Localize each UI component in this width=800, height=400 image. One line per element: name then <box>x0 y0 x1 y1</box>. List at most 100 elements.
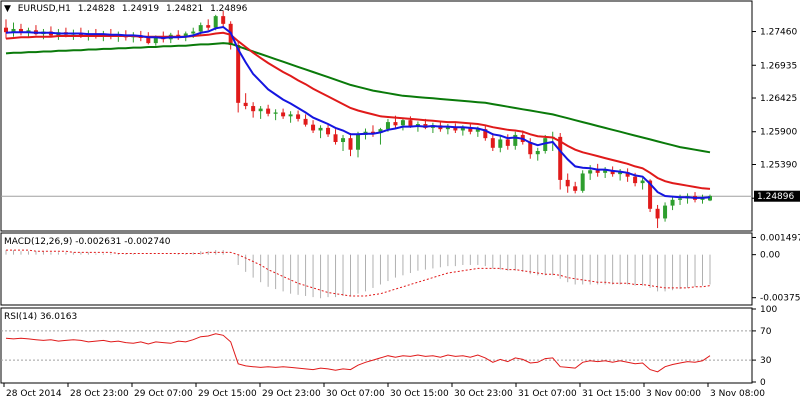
candle-body <box>296 114 301 119</box>
candle-body <box>348 138 353 150</box>
candle-body <box>318 127 323 131</box>
time-tick-label: 28 Oct 2014 <box>6 389 62 399</box>
time-tick-label: 30 Oct 07:00 <box>326 389 385 399</box>
time-tick-label: 29 Oct 15:00 <box>198 389 257 399</box>
candle-body <box>213 16 218 28</box>
macd-histogram <box>5 250 711 299</box>
candle-body <box>251 106 256 112</box>
candle-body <box>610 170 615 175</box>
high-value: 1.24919 <box>121 4 160 14</box>
candle-body <box>206 25 211 28</box>
low-value: 1.24821 <box>165 4 204 14</box>
candle-body <box>385 122 390 130</box>
candle-body <box>378 129 383 134</box>
rsi-tick-label: 70 <box>760 327 772 337</box>
time-tick-label: 31 Oct 07:00 <box>518 389 577 399</box>
price-tick-label: 1.25390 <box>760 160 797 170</box>
candle-body <box>513 134 518 146</box>
candle-body <box>191 31 196 34</box>
candle-body <box>183 33 188 38</box>
rsi-tick-label: 100 <box>760 305 777 315</box>
candle-body <box>678 198 683 200</box>
macd-tick-label: -0.003752 <box>760 294 800 304</box>
candle-body <box>505 139 510 146</box>
rsi-tick-label: 0 <box>760 378 766 388</box>
close-value: 1.24896 <box>210 4 248 14</box>
current-price-box <box>754 190 800 202</box>
candle-body <box>483 129 488 139</box>
rsi-pane[interactable]: 100 70 30 0 <box>0 305 777 388</box>
candle-body <box>580 173 585 191</box>
candle-body <box>288 114 293 117</box>
candle-body <box>236 45 241 103</box>
time-tick-label: 29 Oct 23:00 <box>262 389 321 399</box>
candle-body <box>475 129 480 132</box>
symbol-info: ▼ EURUSD,H1 1.24828 1.24919 1.24821 1.24… <box>4 4 247 14</box>
macd-signal-line <box>6 249 711 297</box>
candle-body <box>633 176 638 184</box>
rsi-header: RSI(14) 36.0163 <box>4 312 78 322</box>
candle-body <box>146 37 151 44</box>
rsi-pane-frame <box>0 307 753 384</box>
time-tick-label: 3 Nov 00:00 <box>646 389 701 399</box>
candle-body <box>588 170 593 174</box>
candle-body <box>408 120 413 127</box>
candle-body <box>266 108 271 114</box>
candle-body <box>603 170 608 173</box>
candle-body <box>655 208 660 219</box>
candle-body <box>393 122 398 126</box>
macd-header: MACD(12,26,9) -0.002631 -0.002740 <box>4 237 171 247</box>
candle-body <box>460 127 465 131</box>
collapse-arrow-icon[interactable]: ▼ <box>4 4 11 14</box>
candle-body <box>341 138 346 143</box>
candle-body <box>543 138 548 152</box>
candle-body <box>595 170 600 173</box>
candle-body <box>153 36 158 44</box>
candle-body <box>281 112 286 117</box>
candle-body <box>618 172 623 175</box>
candle-body <box>565 179 570 187</box>
time-tick-label: 31 Oct 15:00 <box>582 389 641 399</box>
time-tick-label: 3 Nov 08:00 <box>710 389 765 399</box>
candle-body <box>453 127 458 131</box>
candle-body <box>326 127 331 135</box>
candle-body <box>221 16 226 24</box>
price-tick-label: 1.25900 <box>760 128 797 138</box>
price-tick-label: 1.27460 <box>760 28 797 38</box>
time-axis: 28 Oct 2014 28 Oct 23:00 29 Oct 07:00 29 Oc… <box>3 383 765 399</box>
ma-fast-line <box>5 25 711 199</box>
candle-body <box>243 102 248 107</box>
candle-body <box>468 127 473 132</box>
price-pane[interactable]: 1.27460 1.26935 1.26425 1.25900 1.25390 1.248… <box>0 0 800 232</box>
macd-pane[interactable]: 0.001497 0.00 -0.003752 <box>0 232 800 306</box>
macd-axis-ticks: 0.001497 0.00 -0.003752 <box>752 233 800 304</box>
rsi-axis-ticks: 100 70 30 0 <box>1 305 777 388</box>
price-tick-label: 1.26935 <box>760 61 797 71</box>
candle-body <box>311 124 316 131</box>
current-price-label: 1.24896 <box>754 190 800 202</box>
price-tick-label: 1.26425 <box>760 94 797 104</box>
candle-body <box>498 139 503 148</box>
rsi-line <box>5 333 711 373</box>
candle-body <box>573 186 578 191</box>
candle-body <box>18 28 23 33</box>
candle-body <box>303 118 308 125</box>
candle-body <box>535 151 540 155</box>
candle-body <box>445 127 450 130</box>
macd-tick-label: 0.00 <box>760 251 780 261</box>
time-tick-label: 30 Oct 15:00 <box>390 389 449 399</box>
time-tick-label: 29 Oct 07:00 <box>134 389 193 399</box>
current-price-text: 1.24896 <box>757 192 794 202</box>
candle-body <box>528 142 533 155</box>
price-pane-frame <box>0 0 753 232</box>
candle-body <box>370 131 375 134</box>
candle-body <box>663 205 668 219</box>
candle-body <box>11 28 16 33</box>
symbol-label: EURUSD,H1 <box>17 4 71 14</box>
candle-body <box>4 27 8 33</box>
candle-body <box>625 172 630 177</box>
candle-body <box>198 25 203 32</box>
candle-body <box>400 120 405 126</box>
candle-body <box>273 112 278 114</box>
